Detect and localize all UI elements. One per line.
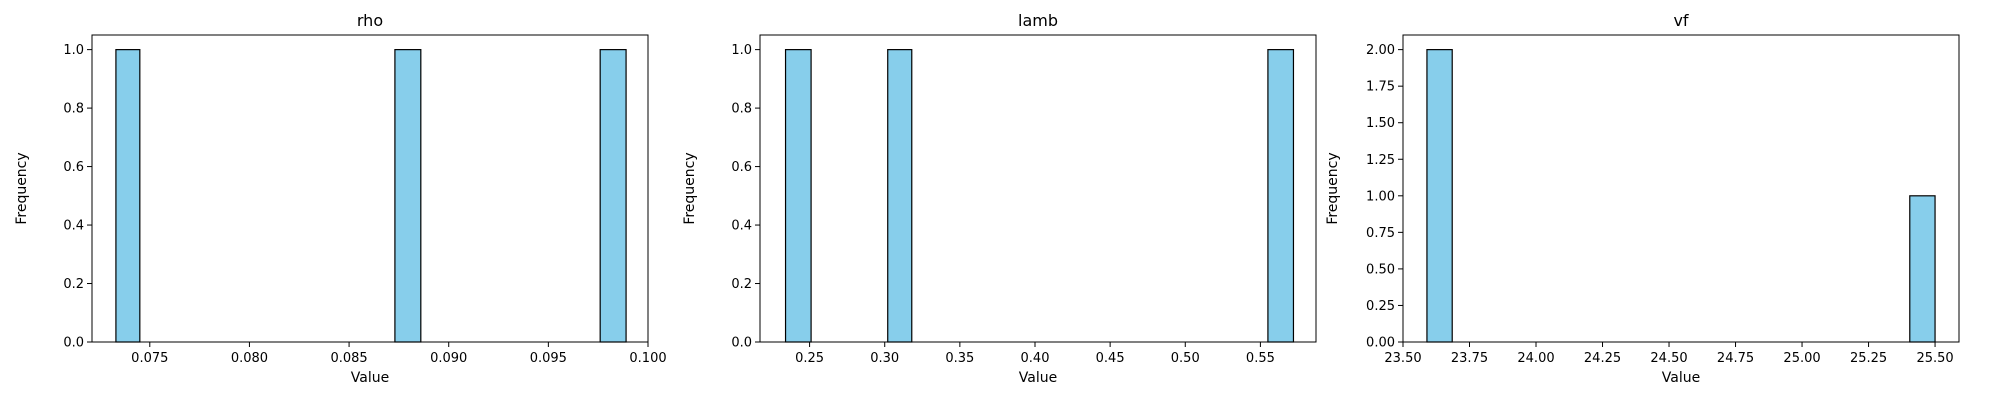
x-tick-label: 0.080 (231, 351, 268, 366)
y-tick-label: 1.75 (1366, 80, 1395, 95)
x-tick-label: 24.75 (1717, 351, 1754, 366)
y-axis-label: Frequency (1325, 152, 1341, 224)
histogram-bar (115, 49, 141, 343)
x-tick-label: 25.25 (1850, 351, 1887, 366)
y-axis-label: Frequency (682, 152, 698, 224)
y-tick-label: 1.0 (731, 43, 752, 58)
histogram-bar (394, 49, 422, 343)
y-tick-label: 0.0 (63, 336, 84, 351)
y-tick-label: 0.25 (1366, 299, 1395, 314)
y-tick-label: 1.50 (1366, 116, 1395, 131)
x-tick-label: 0.55 (1246, 351, 1275, 366)
y-tick-label: 0.6 (731, 160, 752, 175)
chart-title: lamb (1018, 11, 1058, 30)
x-tick-label: 23.75 (1451, 351, 1488, 366)
y-tick-label: 0.4 (63, 219, 84, 234)
chart-title: vf (1673, 11, 1688, 30)
x-tick-label: 24.50 (1650, 351, 1687, 366)
y-tick-label: 0.8 (63, 102, 84, 117)
x-tick-label: 24.25 (1584, 351, 1621, 366)
chart-title: rho (357, 11, 383, 30)
x-tick-label: 25.00 (1783, 351, 1820, 366)
histogram-bar (1267, 49, 1295, 343)
histogram-bar (887, 49, 913, 343)
x-tick-label: 0.095 (530, 351, 567, 366)
x-tick-label: 0.30 (870, 351, 899, 366)
x-tick-label: 0.40 (1021, 351, 1050, 366)
y-tick-label: 0.8 (731, 102, 752, 117)
axes-frame (1402, 34, 1960, 343)
y-tick-label: 1.25 (1366, 153, 1395, 168)
histogram-bar (1426, 49, 1453, 343)
x-tick-label: 23.50 (1384, 351, 1421, 366)
x-tick-label: 0.100 (629, 351, 666, 366)
histogram-bar (784, 49, 812, 343)
y-tick-label: 0.00 (1366, 336, 1395, 351)
x-tick-label: 0.50 (1171, 351, 1200, 366)
x-tick-label: 24.00 (1517, 351, 1554, 366)
x-tick-label: 25.50 (1916, 351, 1953, 366)
y-tick-label: 1.0 (63, 43, 84, 58)
y-tick-label: 0.2 (63, 277, 84, 292)
x-axis-label: Value (1019, 370, 1057, 386)
axes-frame (91, 34, 649, 343)
y-tick-label: 0.50 (1366, 262, 1395, 277)
histogram-bar (1909, 195, 1936, 343)
x-tick-label: 0.075 (131, 351, 168, 366)
x-tick-label: 0.085 (330, 351, 367, 366)
x-axis-label: Value (1662, 370, 1700, 386)
histogram-bar (599, 49, 627, 343)
y-tick-label: 0.4 (731, 219, 752, 234)
x-axis-label: Value (351, 370, 389, 386)
y-tick-label: 1.00 (1366, 189, 1395, 204)
y-tick-label: 0.0 (731, 336, 752, 351)
axes-frame (759, 34, 1317, 343)
y-axis-label: Frequency (14, 152, 30, 224)
y-tick-label: 0.6 (63, 160, 84, 175)
y-tick-label: 0.2 (731, 277, 752, 292)
y-tick-label: 2.00 (1366, 43, 1395, 58)
x-tick-label: 0.090 (430, 351, 467, 366)
x-tick-label: 0.35 (945, 351, 974, 366)
x-tick-label: 0.45 (1096, 351, 1125, 366)
y-tick-label: 0.75 (1366, 226, 1395, 241)
x-tick-label: 0.25 (795, 351, 824, 366)
